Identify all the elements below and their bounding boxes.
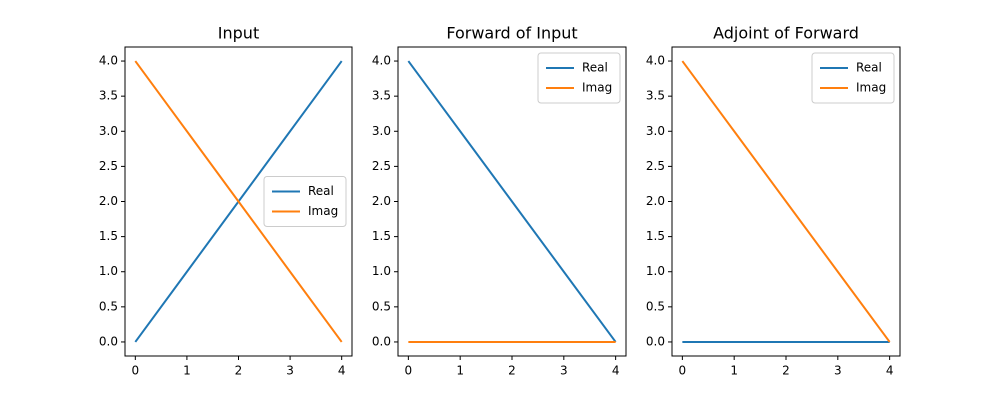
y-tick-label: 0.0 [372,334,391,348]
x-tick-label: 3 [286,364,294,378]
legend: Real Imag [537,52,621,104]
y-tick-label: 1.0 [646,264,665,278]
x-tick-label: 0 [405,364,413,378]
y-tick-label: 0.0 [646,334,665,348]
chart-title: Input [218,24,259,43]
y-tick-label: 4.0 [646,54,665,68]
x-tick-label: 4 [886,364,894,378]
series-line [134,60,343,343]
y-tick-label: 2.5 [372,159,391,173]
y-tick-label: 0.5 [99,299,118,313]
x-tick-label: 2 [782,364,790,378]
y-tick-label: 3.0 [372,124,391,138]
legend-label: Real [856,61,882,75]
x-tick-label: 2 [235,364,243,378]
x-tick-label: 3 [560,364,568,378]
y-tick-label: 0.5 [372,299,391,313]
legend-label: Imag [582,81,612,95]
legend-label: Real [582,61,608,75]
y-tick-label: 3.5 [372,89,391,103]
series-line [407,60,617,343]
x-tick-label: 1 [456,364,464,378]
y-tick-label: 0.0 [99,334,118,348]
y-tick-label: 1.0 [99,264,118,278]
x-tick-label: 4 [338,364,346,378]
y-tick-label: 2.0 [372,194,391,208]
x-tick-label: 2 [508,364,516,378]
axes-frame [397,46,627,357]
series-line [681,60,891,343]
legend-label: Imag [308,204,338,218]
y-tick-label: 0.5 [646,299,665,313]
legend: Real Imag [263,176,347,227]
legend-box [537,52,621,104]
y-tick-label: 3.5 [99,89,118,103]
y-tick-label: 2.5 [99,159,118,173]
y-tick-label: 4.0 [99,54,118,68]
axes-frame [124,46,353,357]
y-tick-label: 1.0 [372,264,391,278]
legend-label: Real [308,184,334,198]
x-tick-label: 1 [183,364,191,378]
x-tick-label: 1 [730,364,738,378]
legend: Real Imag [811,52,895,104]
legend-box [263,176,347,227]
y-tick-label: 2.0 [99,194,118,208]
y-tick-label: 3.5 [646,89,665,103]
chart-title: Forward of Input [446,24,577,43]
x-tick-label: 0 [679,364,687,378]
legend-box [811,52,895,104]
y-tick-label: 1.5 [646,229,665,243]
x-tick-label: 3 [834,364,842,378]
chart-title: Adjoint of Forward [713,24,859,43]
legend-label: Imag [856,81,886,95]
y-tick-label: 2.0 [646,194,665,208]
y-tick-label: 4.0 [372,54,391,68]
axes-frame [671,46,901,357]
y-tick-label: 2.5 [646,159,665,173]
y-tick-label: 3.0 [646,124,665,138]
y-tick-label: 1.5 [372,229,391,243]
y-tick-label: 3.0 [99,124,118,138]
x-tick-label: 4 [612,364,620,378]
x-tick-label: 0 [131,364,139,378]
y-tick-label: 1.5 [99,229,118,243]
